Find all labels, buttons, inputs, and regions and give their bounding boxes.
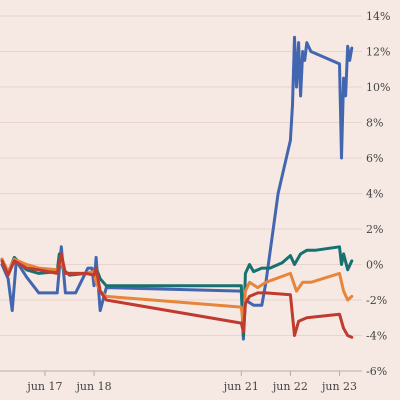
y-tick-label: -4% [366,330,387,343]
x-tick-label: jun 17 [25,380,62,393]
grid-lines [0,15,362,336]
y-tick-label: 14% [366,10,390,23]
series-line-1 [0,35,354,341]
series-lines [0,35,354,341]
y-tick-label: 8% [366,117,383,130]
y-tick-label: -6% [366,365,387,378]
y-tick-label: 0% [366,259,383,272]
y-tick-labels: 14% 12% 10% 8% 6% 4% 2% 0% -2% -4% -6% [366,10,390,378]
y-tick-label: 2% [366,223,383,236]
axes [0,370,362,376]
x-tick-label: jun 22 [271,380,308,393]
y-tick-label: 12% [366,46,390,59]
series-line-4 [0,252,354,339]
x-tick-label: jun 18 [75,380,112,393]
y-tick-label: 10% [366,81,390,94]
x-tick-labels: jun 17 jun 18 jun 21 jun 22 jun 23 [25,380,357,393]
x-tick-label: jun 21 [222,380,259,393]
x-tick-label: jun 23 [320,380,357,393]
y-tick-label: -2% [366,294,387,307]
y-tick-label: 4% [366,188,383,201]
y-tick-label: 6% [366,152,383,165]
series-line-3 [0,257,354,327]
